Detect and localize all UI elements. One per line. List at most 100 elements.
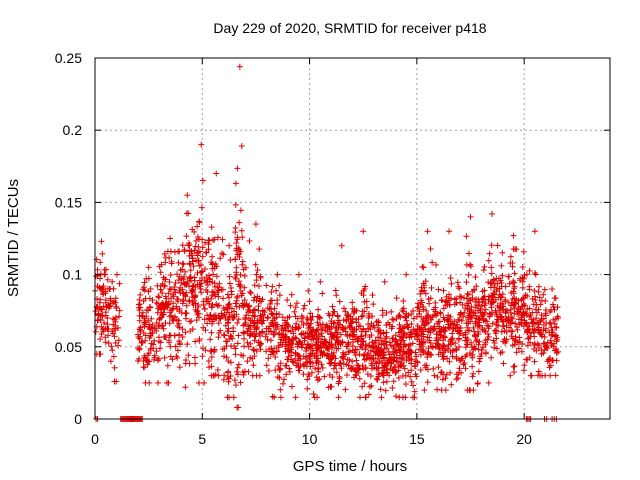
data-point — [192, 300, 199, 307]
data-point — [427, 245, 434, 252]
data-point — [192, 306, 199, 313]
data-point — [208, 320, 215, 327]
data-point — [319, 364, 326, 371]
data-point — [109, 347, 116, 354]
data-point — [234, 251, 241, 258]
data-point — [241, 272, 248, 279]
data-point — [196, 262, 203, 269]
data-point — [236, 219, 243, 226]
data-point — [191, 228, 198, 235]
data-point — [467, 213, 474, 220]
data-point — [201, 316, 208, 323]
data-point — [507, 372, 514, 379]
data-point — [431, 372, 438, 379]
data-point — [144, 352, 151, 359]
data-point — [184, 192, 191, 199]
data-point — [220, 331, 227, 338]
data-point — [393, 295, 400, 302]
data-point — [370, 301, 377, 308]
data-point — [235, 281, 242, 288]
data-point — [274, 300, 281, 307]
data-point — [223, 309, 230, 316]
data-point — [359, 312, 366, 319]
data-point — [188, 318, 195, 325]
x-tick-labels: 0 5 10 15 20 — [91, 431, 532, 447]
data-point — [239, 261, 246, 268]
data-point — [269, 393, 276, 400]
data-point — [168, 248, 175, 255]
data-point — [191, 294, 198, 301]
data-point — [293, 300, 300, 307]
data-point — [507, 253, 514, 260]
data-point — [201, 239, 208, 246]
data-point — [105, 326, 112, 333]
data-point — [234, 165, 241, 172]
data-point — [92, 328, 99, 335]
data-point — [257, 346, 264, 353]
data-point — [305, 287, 312, 294]
data-point — [377, 386, 384, 393]
data-point — [185, 210, 192, 217]
data-point — [97, 259, 104, 266]
data-point — [179, 242, 186, 249]
data-point — [240, 371, 247, 378]
data-point — [113, 378, 120, 385]
data-point — [491, 344, 498, 351]
data-point — [494, 242, 501, 249]
data-point — [137, 333, 144, 340]
data-point — [382, 387, 389, 394]
data-point — [142, 337, 149, 344]
data-point — [203, 286, 210, 293]
data-point — [206, 237, 213, 244]
data-point — [256, 339, 263, 346]
data-point — [157, 269, 164, 276]
data-point — [531, 270, 538, 277]
data-point — [215, 293, 222, 300]
data-point — [241, 284, 248, 291]
data-point — [205, 246, 212, 253]
data-point — [237, 207, 244, 214]
data-point — [183, 302, 190, 309]
data-point — [96, 351, 103, 358]
data-point — [212, 261, 219, 268]
data-point — [156, 334, 163, 341]
data-point — [204, 281, 211, 288]
data-point — [263, 282, 270, 289]
data-point — [163, 379, 170, 386]
data-point — [424, 379, 431, 386]
data-point — [104, 285, 111, 292]
data-point — [195, 310, 202, 317]
data-point — [238, 352, 245, 359]
data-point — [488, 264, 495, 271]
data-point — [238, 227, 245, 234]
data-point — [172, 289, 179, 296]
data-point — [356, 375, 363, 382]
data-point — [268, 288, 275, 295]
data-point — [292, 394, 299, 401]
data-point — [283, 362, 290, 369]
data-point — [208, 304, 215, 311]
data-point — [206, 276, 213, 283]
data-point — [232, 274, 239, 281]
data-point — [176, 364, 183, 371]
data-point — [171, 249, 178, 256]
data-point — [191, 277, 198, 284]
data-point — [138, 312, 145, 319]
data-point — [198, 289, 205, 296]
data-point — [482, 306, 489, 313]
data-point — [146, 334, 153, 341]
data-point — [212, 283, 219, 290]
data-point — [249, 372, 256, 379]
data-point — [186, 241, 193, 248]
data-point — [272, 367, 279, 374]
data-point — [489, 320, 496, 327]
data-point — [226, 273, 233, 280]
data-point — [237, 248, 244, 255]
y-axis-label: SRMTID / TECUs — [5, 179, 22, 297]
data-point — [231, 313, 238, 320]
data-point — [159, 311, 166, 318]
data-point — [149, 297, 156, 304]
data-point — [147, 285, 154, 292]
data-point — [220, 295, 227, 302]
data-point — [472, 274, 479, 281]
